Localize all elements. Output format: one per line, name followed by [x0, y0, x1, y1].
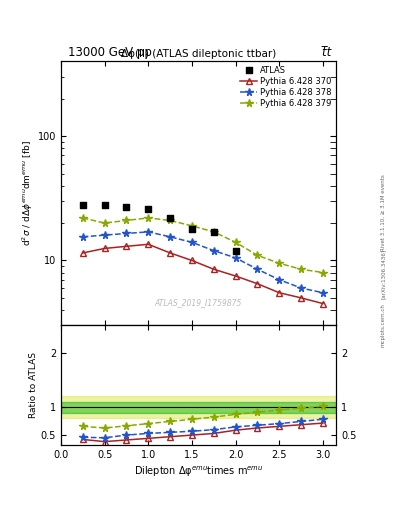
Pythia 6.428 379	[124, 218, 129, 224]
Pythia 6.428 379	[321, 269, 325, 275]
Pythia 6.428 378	[299, 285, 303, 291]
Pythia 6.428 379	[81, 215, 85, 221]
Legend: ATLAS, Pythia 6.428 370, Pythia 6.428 378, Pythia 6.428 379: ATLAS, Pythia 6.428 370, Pythia 6.428 37…	[239, 64, 334, 110]
Pythia 6.428 370	[168, 250, 173, 256]
Pythia 6.428 378	[277, 276, 282, 283]
Pythia 6.428 379	[255, 252, 260, 259]
Pythia 6.428 379	[189, 223, 194, 229]
ATLAS	[123, 203, 130, 211]
Pythia 6.428 370	[124, 243, 129, 249]
Pythia 6.428 378	[189, 239, 194, 245]
Bar	[61, 402, 336, 413]
Pythia 6.428 379	[233, 239, 238, 245]
ATLAS	[189, 225, 195, 233]
Y-axis label: d$^2$$\sigma$ / dΔ$\phi^{emu}$dm$^{emu}$ [fb]: d$^2$$\sigma$ / dΔ$\phi^{emu}$dm$^{emu}$…	[20, 140, 35, 246]
Pythia 6.428 379	[277, 260, 282, 266]
Pythia 6.428 378	[146, 229, 151, 235]
Pythia 6.428 378	[168, 234, 173, 240]
Pythia 6.428 370	[299, 295, 303, 301]
Pythia 6.428 370	[211, 266, 216, 272]
Pythia 6.428 378	[124, 230, 129, 237]
Text: Rivet 3.1.10, ≥ 3.1M events: Rivet 3.1.10, ≥ 3.1M events	[381, 174, 386, 251]
Text: t̅t: t̅t	[323, 46, 332, 59]
Pythia 6.428 370	[255, 281, 260, 287]
ATLAS	[167, 214, 173, 222]
Pythia 6.428 370	[277, 290, 282, 296]
ATLAS	[80, 201, 86, 209]
Pythia 6.428 379	[146, 215, 151, 221]
Pythia 6.428 378	[321, 290, 325, 296]
Text: mcplots.cern.ch: mcplots.cern.ch	[381, 303, 386, 347]
ATLAS	[145, 205, 151, 213]
Pythia 6.428 370	[102, 245, 107, 251]
Pythia 6.428 370	[81, 250, 85, 256]
Pythia 6.428 379	[211, 229, 216, 235]
Pythia 6.428 378	[255, 266, 260, 272]
Pythia 6.428 370	[189, 258, 194, 264]
Pythia 6.428 370	[321, 301, 325, 307]
Text: [arXiv:1306.3436]: [arXiv:1306.3436]	[381, 249, 386, 299]
ATLAS	[211, 228, 217, 236]
Pythia 6.428 378	[211, 248, 216, 254]
Title: Δφ(ll) (ATLAS dileptonic ttbar): Δφ(ll) (ATLAS dileptonic ttbar)	[121, 49, 276, 59]
Text: ATLAS_2019_I1759875: ATLAS_2019_I1759875	[155, 298, 242, 307]
Pythia 6.428 378	[233, 255, 238, 261]
Pythia 6.428 379	[168, 218, 173, 224]
ATLAS	[101, 201, 108, 209]
Pythia 6.428 379	[299, 266, 303, 272]
Pythia 6.428 379	[102, 220, 107, 226]
Pythia 6.428 378	[81, 234, 85, 240]
Line: Pythia 6.428 378: Pythia 6.428 378	[79, 228, 327, 296]
Line: Pythia 6.428 370: Pythia 6.428 370	[80, 241, 326, 307]
Text: 13000 GeV pp: 13000 GeV pp	[68, 46, 152, 59]
Pythia 6.428 378	[102, 232, 107, 238]
Pythia 6.428 370	[233, 273, 238, 279]
Pythia 6.428 370	[146, 241, 151, 247]
Line: Pythia 6.428 379: Pythia 6.428 379	[79, 214, 327, 276]
X-axis label: Dilepton Δφ$^{emu}$times m$^{emu}$: Dilepton Δφ$^{emu}$times m$^{emu}$	[134, 464, 263, 479]
ATLAS	[232, 247, 239, 255]
Y-axis label: Ratio to ATLAS: Ratio to ATLAS	[29, 352, 38, 418]
Bar	[61, 396, 336, 418]
